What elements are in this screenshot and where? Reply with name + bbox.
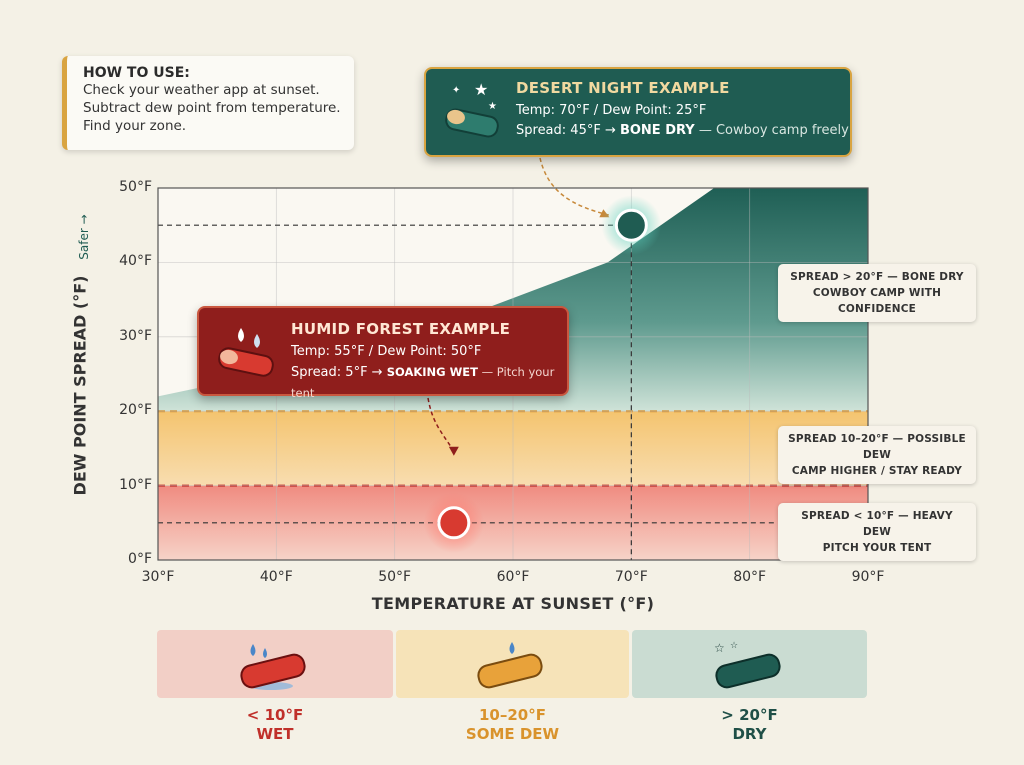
desert-spread: Spread: 45°F → BONE DRY — Cowboy camp fr… <box>516 123 849 138</box>
legend-panel-dry: ☆ ☆ <box>632 630 867 698</box>
y-tick-label: 30°F <box>119 327 152 344</box>
zone-label-dry: SPREAD > 20°F — BONE DRY COWBOY CAMP WITH… <box>778 264 976 322</box>
how-to-line-3: Find your zone. <box>83 118 187 134</box>
x-tick-label: 30°F <box>141 569 175 585</box>
legend-dry: > 20°F DRY <box>721 706 778 743</box>
point-desert <box>614 208 648 242</box>
x-axis-label: TEMPERATURE AT SUNSET (°F) <box>371 594 655 613</box>
dew-sleeping-bag-icon <box>477 642 543 689</box>
x-tick-label: 70°F <box>614 569 648 585</box>
x-tick-label: 90°F <box>851 569 885 585</box>
svg-text:★: ★ <box>488 101 497 112</box>
sleeping-bag-stars-icon: ✦ ★ ★ <box>445 80 499 138</box>
zone-label-dew: SPREAD 10–20°F — POSSIBLE DEW CAMP HIGHER… <box>778 426 976 484</box>
legend-wet: < 10°F WET <box>246 706 304 743</box>
how-to-heading: HOW TO USE: <box>83 65 190 81</box>
humid-spread: Spread: 5°F → SOAKING WET — Pitch your t… <box>291 365 555 400</box>
sleeping-bag-wet-icon <box>218 328 274 377</box>
y-tick-label: 0°F <box>128 551 152 567</box>
svg-text:✦: ✦ <box>452 85 460 96</box>
humid-arrowhead <box>448 446 459 456</box>
svg-text:★: ★ <box>474 80 488 99</box>
x-tick-label: 50°F <box>378 569 412 585</box>
y-tick-label: 40°F <box>119 253 152 270</box>
x-tick-label: 40°F <box>259 569 293 585</box>
humid-forest-callout: HUMID FOREST EXAMPLE Temp: 55°F / Dew Po… <box>197 306 569 400</box>
safer-indicator: Safer → <box>77 214 91 260</box>
desert-title: DESERT NIGHT EXAMPLE <box>516 79 730 97</box>
how-to-line-2: Subtract dew point from temperature. <box>83 100 341 116</box>
x-tick-label: 80°F <box>733 569 767 585</box>
y-tick-label: 10°F <box>119 476 152 493</box>
legend-panel-dew <box>396 630 629 698</box>
legend-dew: 10–20°F SOME DEW <box>465 706 560 743</box>
humid-readings: Temp: 55°F / Dew Point: 50°F <box>291 344 482 359</box>
y-tick-label: 20°F <box>119 402 152 419</box>
zone-label-wet: SPREAD < 10°F — HEAVY DEW PITCH YOUR TENT <box>778 503 976 561</box>
desert-connector <box>539 157 610 216</box>
svg-text:☆: ☆ <box>714 641 725 655</box>
humid-title: HUMID FOREST EXAMPLE <box>291 320 511 338</box>
how-to-use-box: HOW TO USE: Check your weather app at su… <box>62 56 354 150</box>
desert-night-callout: ✦ ★ ★ DESERT NIGHT EXAMPLE Temp: 70°F / … <box>424 67 852 157</box>
legend-panel-wet <box>157 630 393 698</box>
point-humid <box>437 506 471 540</box>
plot-frame <box>157 187 869 561</box>
wet-sleeping-bag-icon <box>240 644 306 690</box>
dry-sleeping-bag-icon: ☆ ☆ <box>714 641 781 689</box>
y-tick-label: 50°F <box>119 179 152 195</box>
x-tick-label: 60°F <box>496 569 530 585</box>
desert-readings: Temp: 70°F / Dew Point: 25°F <box>516 103 707 118</box>
how-to-line-1: Check your weather app at sunset. <box>83 82 320 98</box>
svg-text:☆: ☆ <box>730 641 738 651</box>
